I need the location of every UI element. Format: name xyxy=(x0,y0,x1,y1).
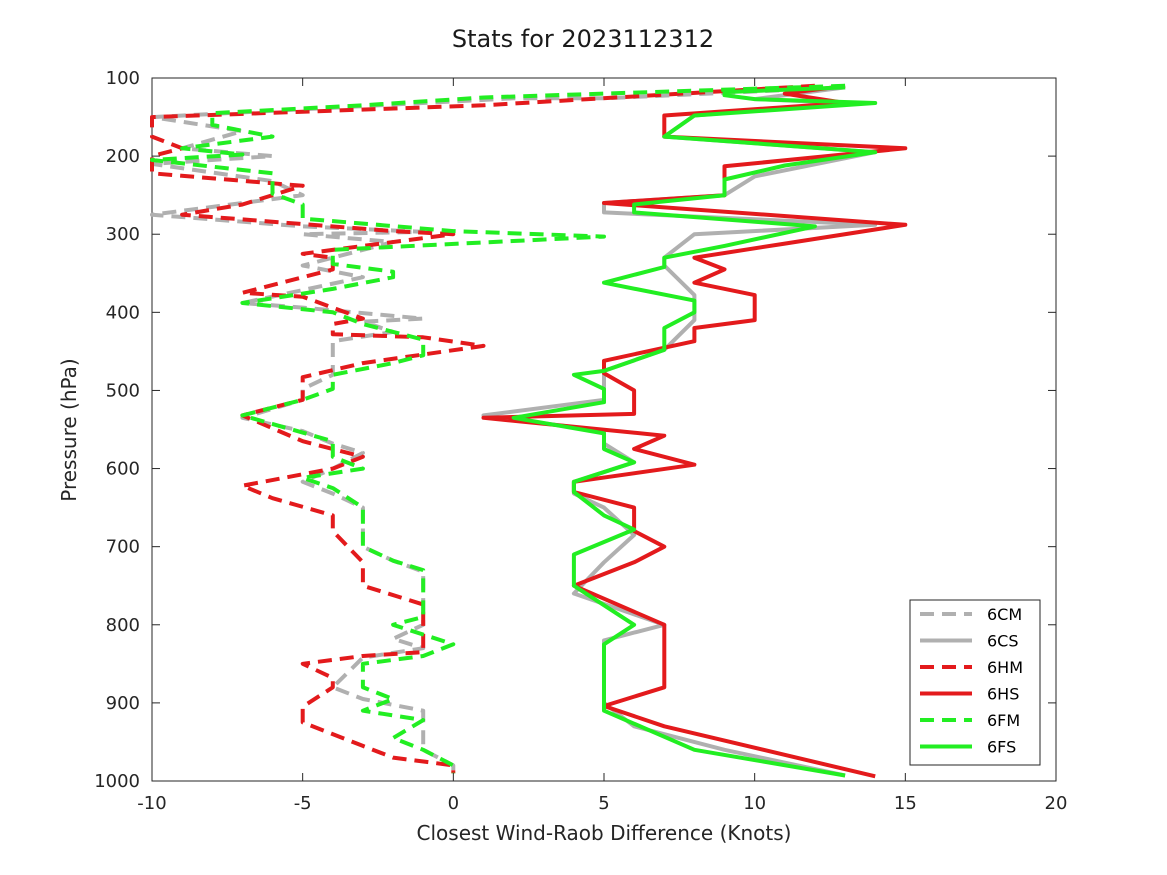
x-tick-label: 10 xyxy=(743,793,766,814)
legend-label-6fs: 6FS xyxy=(987,738,1016,757)
y-tick-label: 600 xyxy=(106,459,140,480)
y-tick-label: 300 xyxy=(106,224,140,245)
y-tick-label: 100 xyxy=(106,68,140,89)
series-6fm-line xyxy=(150,83,846,774)
y-tick-label: 800 xyxy=(106,615,140,636)
legend-label-6hm: 6HM xyxy=(987,658,1023,677)
y-tick-label: 900 xyxy=(106,693,140,714)
y-tick-label: 500 xyxy=(106,380,140,401)
series-6fs-line xyxy=(511,85,878,778)
y-tick-label: 1000 xyxy=(94,771,140,792)
x-tick-label: 20 xyxy=(1045,793,1068,814)
y-tick-label: 200 xyxy=(106,146,140,167)
legend-box xyxy=(909,599,1041,766)
legend-label-6cm: 6CM xyxy=(987,605,1022,624)
x-tick-label: 5 xyxy=(598,793,609,814)
series-6cm-line xyxy=(150,85,846,774)
tick-layer: -10 -5 0 5 10 15 20 100 200 300 400 500 600 700 800 900… xyxy=(94,68,1067,814)
x-tick-label: 0 xyxy=(448,793,459,814)
legend-label-6cs: 6CS xyxy=(987,632,1019,651)
x-tick-label: -5 xyxy=(294,793,312,814)
x-tick-label: 15 xyxy=(894,793,917,814)
legend-label-6hs: 6HS xyxy=(987,685,1019,704)
y-tick-label: 700 xyxy=(106,537,140,558)
x-tick-label: -10 xyxy=(137,793,166,814)
chart-title: Stats for 2023112312 xyxy=(452,25,714,53)
y-axis-label: Pressure (hPa) xyxy=(57,358,81,501)
legend-label-6fm: 6FM xyxy=(987,711,1020,730)
x-axis-label: Closest Wind-Raob Difference (Knots) xyxy=(417,821,792,845)
y-tick-label: 400 xyxy=(106,302,140,323)
legend: 6CM 6CS 6HM 6HS 6FM 6FS xyxy=(909,599,1041,766)
series-layer xyxy=(150,83,908,779)
